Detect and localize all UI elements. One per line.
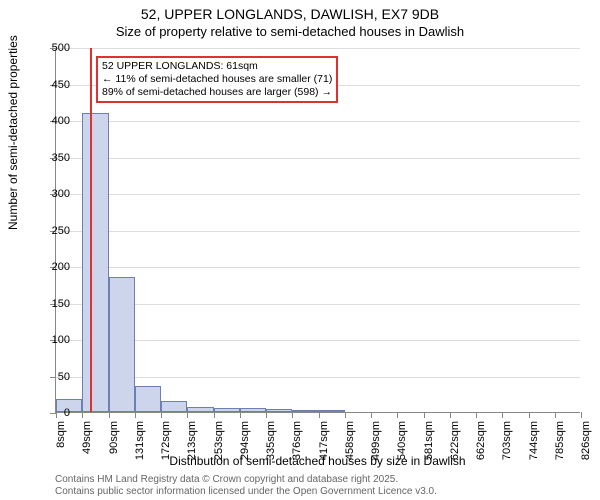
- x-tick-label: 581sqm: [423, 421, 435, 471]
- x-tick: [240, 412, 241, 418]
- x-tick-label: 294sqm: [239, 421, 251, 471]
- x-tick-label: 703sqm: [501, 421, 513, 471]
- x-tick-label: 335sqm: [265, 421, 277, 471]
- x-tick: [214, 412, 215, 418]
- annotation-line: 52 UPPER LONGLANDS: 61sqm: [102, 60, 332, 73]
- gridline: [56, 194, 580, 195]
- histogram-bar: [292, 410, 318, 412]
- gridline: [56, 48, 580, 49]
- x-tick: [345, 412, 346, 418]
- y-tick-label: 250: [30, 225, 70, 237]
- y-tick-label: 200: [30, 261, 70, 273]
- x-tick-label: 8sqm: [55, 421, 67, 471]
- x-tick-label: 622sqm: [449, 421, 461, 471]
- histogram-bar: [161, 401, 187, 412]
- annotation-line: ← 11% of semi-detached houses are smalle…: [102, 73, 332, 86]
- y-tick-label: 500: [30, 42, 70, 54]
- x-tick-label: 458sqm: [344, 421, 356, 471]
- histogram-bar: [135, 386, 161, 412]
- x-tick-label: 499sqm: [370, 421, 382, 471]
- gridline: [56, 121, 580, 122]
- x-tick-label: 90sqm: [108, 421, 120, 471]
- gridline: [56, 267, 580, 268]
- chart-title: 52, UPPER LONGLANDS, DAWLISH, EX7 9DB: [0, 6, 580, 22]
- footer-line: Contains HM Land Registry data © Crown c…: [55, 474, 437, 486]
- property-marker-line: [90, 48, 92, 412]
- x-tick: [555, 412, 556, 418]
- histogram-bar: [214, 408, 240, 412]
- y-tick-label: 50: [30, 371, 70, 383]
- x-tick-label: 376sqm: [291, 421, 303, 471]
- chart-subtitle: Size of property relative to semi-detach…: [0, 24, 580, 39]
- y-tick-label: 450: [30, 79, 70, 91]
- x-tick: [476, 412, 477, 418]
- histogram-bar: [319, 410, 345, 412]
- x-tick: [135, 412, 136, 418]
- histogram-bar: [266, 409, 292, 412]
- x-tick-label: 417sqm: [318, 421, 330, 471]
- y-tick-label: 100: [30, 334, 70, 346]
- y-axis-label: Number of semi-detached properties: [6, 35, 20, 230]
- x-tick-label: 744sqm: [528, 421, 540, 471]
- y-tick-label: 0: [30, 407, 70, 419]
- x-tick: [529, 412, 530, 418]
- y-tick-label: 300: [30, 188, 70, 200]
- histogram-bar: [240, 408, 266, 412]
- x-tick-label: 213sqm: [186, 421, 198, 471]
- x-tick: [371, 412, 372, 418]
- y-tick-label: 150: [30, 298, 70, 310]
- x-tick: [82, 412, 83, 418]
- annotation-box: 52 UPPER LONGLANDS: 61sqm ← 11% of semi-…: [96, 56, 338, 103]
- x-tick: [109, 412, 110, 418]
- y-tick-label: 350: [30, 152, 70, 164]
- footer-attribution: Contains HM Land Registry data © Crown c…: [55, 474, 437, 498]
- y-tick-label: 400: [30, 115, 70, 127]
- x-tick-label: 131sqm: [134, 421, 146, 471]
- x-tick: [292, 412, 293, 418]
- x-tick: [397, 412, 398, 418]
- x-tick-label: 826sqm: [580, 421, 592, 471]
- x-tick: [319, 412, 320, 418]
- x-tick: [424, 412, 425, 418]
- plot-area: 52 UPPER LONGLANDS: 61sqm ← 11% of semi-…: [55, 48, 580, 413]
- histogram-bar: [109, 277, 135, 412]
- x-tick: [161, 412, 162, 418]
- gridline: [56, 158, 580, 159]
- histogram-bar: [82, 113, 108, 412]
- x-tick: [581, 412, 582, 418]
- footer-line: Contains public sector information licen…: [55, 486, 437, 498]
- x-tick-label: 785sqm: [554, 421, 566, 471]
- x-tick-label: 172sqm: [160, 421, 172, 471]
- x-tick: [450, 412, 451, 418]
- gridline: [56, 231, 580, 232]
- x-tick: [187, 412, 188, 418]
- histogram-bar: [187, 407, 213, 412]
- annotation-line: 89% of semi-detached houses are larger (…: [102, 86, 332, 99]
- x-tick-label: 540sqm: [396, 421, 408, 471]
- x-tick: [266, 412, 267, 418]
- x-tick-label: 253sqm: [213, 421, 225, 471]
- x-tick-label: 662sqm: [475, 421, 487, 471]
- x-tick: [502, 412, 503, 418]
- x-tick-label: 49sqm: [81, 421, 93, 471]
